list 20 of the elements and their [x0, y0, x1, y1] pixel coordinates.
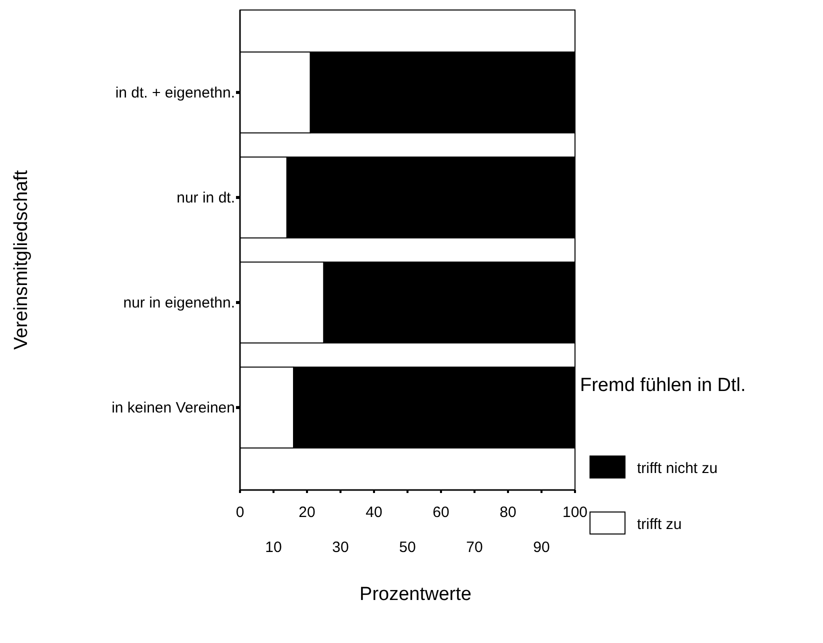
x-tick-label: 0	[236, 504, 244, 521]
x-tick-label: 60	[432, 504, 450, 521]
x2-tick-label: 30	[332, 539, 349, 556]
x2-tick-label: 70	[466, 539, 483, 556]
x2-tick-label: 10	[265, 539, 282, 556]
x2-tick-label: 90	[533, 539, 550, 556]
legend-label: trifft zu	[637, 516, 682, 533]
x-tick-label: 100	[562, 504, 588, 521]
y-tick-label: in dt. + eigenethn.	[115, 84, 235, 102]
x2-tick-label: 50	[399, 539, 416, 556]
x-axis-title: Prozentwerte	[360, 584, 472, 605]
x-tick-label: 20	[298, 504, 316, 521]
y-tick-label: nur in dt.	[176, 189, 235, 206]
legend-title: Fremd fühlen in Dtl.	[580, 375, 746, 396]
x-tick-label: 40	[366, 504, 382, 521]
x-tick-label: 80	[500, 504, 516, 521]
y-tick-label: in keinen Vereinen	[112, 400, 235, 417]
y-axis-title: Vereinsmitgliedschaft	[11, 170, 32, 350]
y-tick-label: nur in eigenethn.	[123, 294, 235, 312]
legend-label: trifft nicht zu	[637, 460, 718, 477]
